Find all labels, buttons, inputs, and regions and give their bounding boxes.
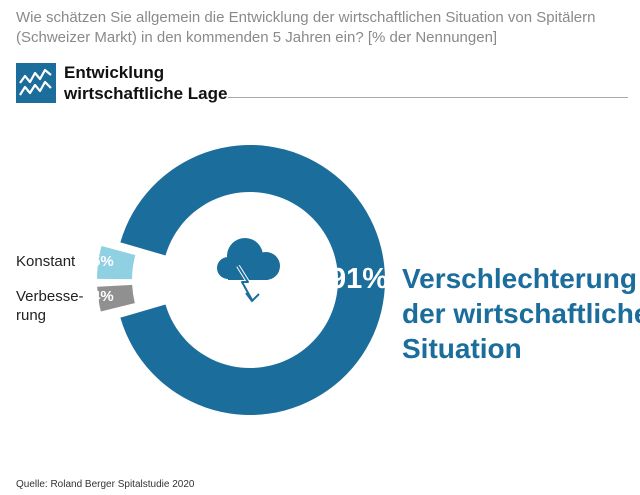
- verbesserung-value: 4%: [92, 288, 114, 305]
- section-title-line-2: wirtschaftliche Lage: [64, 84, 228, 103]
- section-title: Entwicklung wirtschaftliche Lage: [64, 62, 227, 104]
- donut-segment-verbesserung: [97, 284, 135, 312]
- donut-segment-konstant: [97, 245, 136, 280]
- header-divider: [228, 97, 628, 98]
- source-note: Quelle: Roland Berger Spitalstudie 2020: [16, 479, 195, 490]
- main-percentage: 91%: [330, 263, 389, 295]
- verbesserung-label: Verbesse- rung: [16, 287, 84, 325]
- question-line-1: Wie schätzen Sie allgemein die Entwicklu…: [16, 9, 596, 26]
- main-category-label: Verschlechterung der wirtschaftlichen Si…: [402, 261, 640, 366]
- verbesserung-label-line-1: Verbesse-: [16, 288, 84, 305]
- main-label-line-3: Situation: [402, 333, 522, 364]
- line-chart-icon: [16, 63, 56, 103]
- donut-segment-verschlechterung: [120, 145, 386, 415]
- question-line-2: (Schweizer Markt) in den kommenden 5 Jah…: [16, 29, 498, 46]
- main-label-line-2: der wirtschaftlichen: [402, 298, 640, 329]
- question-text: Wie schätzen Sie allgemein die Entwicklu…: [16, 8, 628, 48]
- verbesserung-label-line-2: rung: [16, 307, 47, 324]
- main-label-line-1: Verschlechterung: [402, 263, 637, 294]
- konstant-label: Konstant: [16, 253, 76, 270]
- konstant-value: 5%: [92, 253, 114, 270]
- section-title-line-1: Entwicklung: [64, 63, 165, 82]
